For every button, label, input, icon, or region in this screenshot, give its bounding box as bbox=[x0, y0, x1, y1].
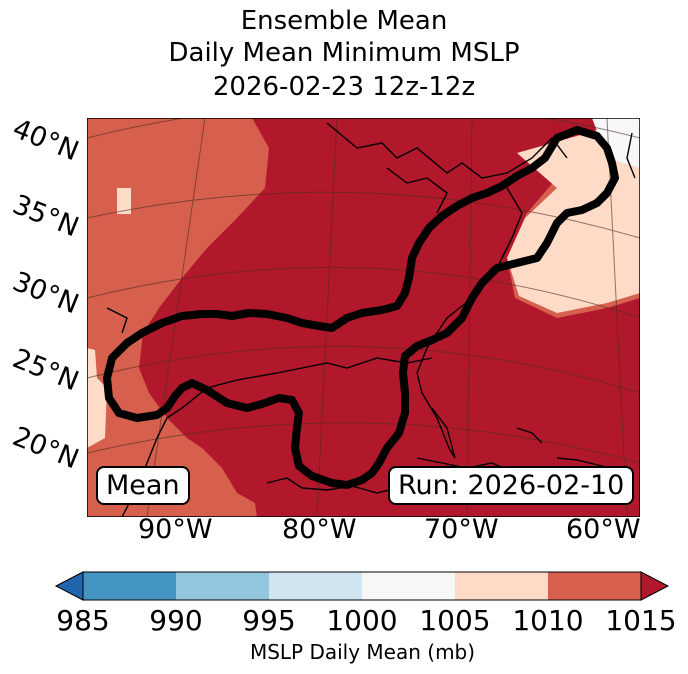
colorbar-frame bbox=[82, 571, 642, 601]
lat-label-20: 20°N bbox=[8, 421, 83, 476]
colorbar bbox=[54, 571, 670, 601]
field-1000-1005-speck bbox=[117, 188, 131, 214]
colorbar-extend-high bbox=[640, 571, 670, 601]
ensemble-contour bbox=[103, 126, 619, 489]
graticule bbox=[87, 118, 640, 517]
field-1010-1015 bbox=[139, 118, 640, 517]
colorbar-bin-1010-1015 bbox=[548, 572, 641, 600]
mean-label-box: Mean bbox=[96, 466, 190, 505]
lat-label-25: 25°N bbox=[8, 343, 83, 398]
lon-label-70: 70°W bbox=[424, 514, 499, 545]
title-line-3: 2026-02-23 12z-12z bbox=[212, 72, 476, 102]
colorbar-extend-low bbox=[54, 571, 84, 601]
field-1000-1005-west bbox=[87, 348, 107, 448]
lat-label-30: 30°N bbox=[8, 266, 83, 321]
colorbar-tick-1010: 1010 bbox=[512, 604, 584, 637]
colorbar-label: MSLP Daily Mean (mb) bbox=[249, 640, 476, 664]
colorbar-bin-985-990 bbox=[83, 572, 176, 600]
lat-label-40: 40°N bbox=[8, 113, 83, 168]
lon-label-80: 80°W bbox=[282, 514, 357, 545]
colorbar-bin-990-995 bbox=[176, 572, 269, 600]
colorbar-bin-1005-1010 bbox=[455, 572, 548, 600]
lon-label-90: 90°W bbox=[138, 514, 213, 545]
mslp-map bbox=[87, 118, 640, 517]
title-line-2: Daily Mean Minimum MSLP bbox=[168, 38, 520, 68]
colorbar-bin-1000-1005 bbox=[362, 572, 455, 600]
run-label-box: Run: 2026-02-10 bbox=[388, 466, 635, 505]
colorbar-bin-995-1000 bbox=[269, 572, 362, 600]
colorbar-tick-1015: 1015 bbox=[605, 604, 677, 637]
colorbar-tick-990: 990 bbox=[149, 604, 203, 637]
colorbar-tick-1000: 1000 bbox=[326, 604, 398, 637]
lat-label-35: 35°N bbox=[8, 189, 83, 244]
lon-label-60: 60°W bbox=[566, 514, 641, 545]
title-line-1: Ensemble Mean bbox=[240, 6, 448, 36]
colorbar-tick-985: 985 bbox=[56, 604, 110, 637]
colorbar-tick-995: 995 bbox=[242, 604, 296, 637]
colorbar-tick-1005: 1005 bbox=[419, 604, 491, 637]
